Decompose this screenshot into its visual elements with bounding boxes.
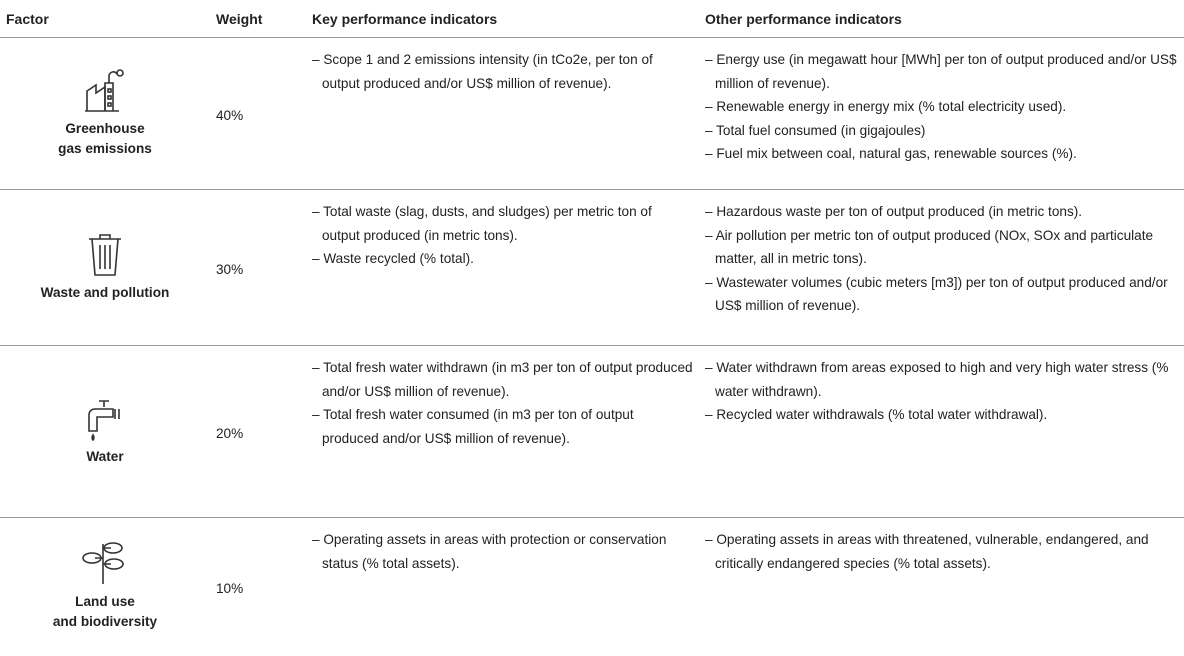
weight-cell: 20%	[210, 345, 306, 518]
key-cell: – Operating assets in areas with protect…	[306, 518, 699, 656]
factor-name: Greenhouse	[65, 120, 145, 136]
factor-name: and biodiversity	[52, 613, 158, 629]
factor-name: Water	[86, 448, 124, 464]
weight-cell: 30%	[210, 189, 306, 346]
column-header: Weight	[210, 0, 306, 38]
other-cell: – Energy use (in megawatt hour [MWh] per…	[699, 37, 1184, 190]
table-row: Land use and biodiversity 10% – Operating a…	[0, 518, 1184, 656]
indicator: – Air pollution per metric ton of output…	[705, 227, 1154, 267]
factor-cell: Water	[0, 345, 210, 518]
column-header: Factor	[0, 0, 210, 38]
factor-name: gas emissions	[58, 140, 152, 156]
other-cell: – Operating assets in areas with threate…	[699, 518, 1184, 656]
table-body: Greenhouse gas emissions 40% – Scope 1 and …	[0, 37, 1184, 656]
indicator: – Scope 1 and 2 emissions intensity (in …	[312, 52, 653, 91]
key-cell: – Total waste (slag, dusts, and sludges)…	[306, 189, 699, 346]
table-row: Waste and pollution 30% – Total waste (sla…	[0, 189, 1184, 346]
indicator: – Total fresh water withdrawn (in m3 per…	[312, 360, 693, 399]
indicator: – Fuel mix between coal, natural gas, re…	[705, 146, 1077, 161]
factor-icon	[88, 399, 120, 441]
indicator: – Operating assets in areas with protect…	[312, 532, 667, 571]
indicator: – Energy use (in megawatt hour [MWh] per…	[705, 52, 1177, 91]
factor-icon	[82, 541, 124, 584]
indicator: – Total fresh water consumed (in m3 per …	[312, 407, 634, 446]
indicator: – Recycled water withdrawals (% total wa…	[705, 407, 1048, 422]
factor-icon	[85, 68, 124, 112]
column-header: Key performance indicators	[306, 0, 699, 38]
header-row: Factor Weight Key performance indicators Ot…	[0, 0, 1184, 38]
table-row: Greenhouse gas emissions 40% – Scope 1 and …	[0, 37, 1184, 190]
factor-cell: Greenhouse gas emissions	[0, 37, 210, 190]
key-cell: – Scope 1 and 2 emissions intensity (in …	[306, 37, 699, 190]
table-row: Water 20% – Total fresh water withdrawn (i…	[0, 345, 1184, 518]
factor-cell: Waste and pollution	[0, 189, 210, 346]
other-cell: – Hazardous waste per ton of output prod…	[699, 189, 1184, 346]
indicator: – Total fuel consumed (in gigajoules)	[705, 122, 926, 138]
indicator: – Total waste (slag, dusts, and sludges)…	[312, 204, 652, 243]
indicator: – Waste recycled (% total).	[312, 251, 474, 266]
key-cell: – Total fresh water withdrawn (in m3 per…	[306, 345, 699, 518]
factor-cell: Land use and biodiversity	[0, 518, 210, 656]
factor-icon	[89, 233, 121, 276]
indicator: – Wastewater volumes (cubic meters [m3])…	[705, 274, 1168, 314]
factor-name: Land use	[75, 593, 135, 609]
weight-cell: 40%	[210, 37, 306, 190]
indicator: – Renewable energy in energy mix (% tota…	[705, 99, 1067, 114]
factor-name: Waste and pollution	[40, 284, 170, 300]
other-cell: – Water withdrawn from areas exposed to …	[699, 345, 1184, 518]
indicator: – Operating assets in areas with threate…	[705, 532, 1149, 571]
column-header: Other performance indicators	[699, 0, 1184, 38]
indicator: – Water withdrawn from areas exposed to …	[705, 360, 1169, 399]
weight-cell: 10%	[216, 581, 244, 596]
indicator: – Hazardous waste per ton of output prod…	[705, 204, 1083, 219]
